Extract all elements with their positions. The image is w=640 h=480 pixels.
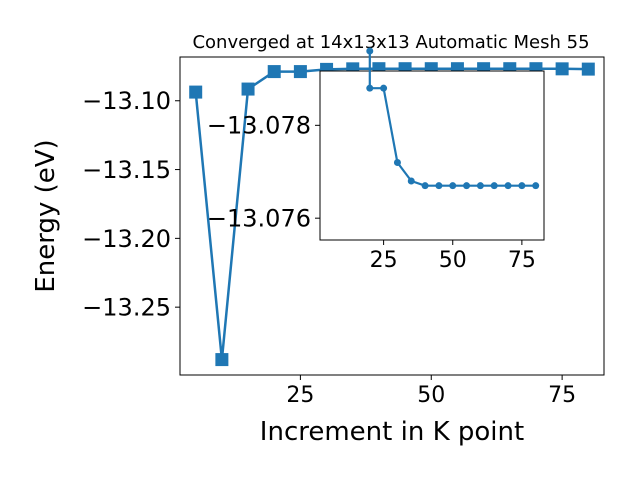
inset-plot-frame (319, 70, 545, 241)
main-data-point (293, 65, 307, 79)
inset-data-point (393, 158, 401, 166)
inset-data-point (504, 182, 512, 190)
inset-data-point (407, 177, 415, 185)
inset-y-tick-label: −13.078 (207, 112, 311, 140)
main-data-point (555, 62, 569, 76)
main-series-line (194, 67, 589, 361)
main-y-tick-label: −13.25 (82, 294, 171, 322)
inset-x-ticks: 25 50 75 (370, 240, 536, 273)
inset-data-point (449, 182, 457, 190)
main-y-tick-label: −13.15 (82, 156, 171, 184)
main-data-point (581, 62, 595, 76)
inset-y-ticks: −13.078 −13.076 (207, 112, 320, 233)
x-axis-label: Increment in K point (260, 417, 524, 447)
inset-x-tick-label: 25 (370, 248, 398, 273)
inset-data-point (518, 182, 526, 190)
y-axis-label: Energy (eV) (31, 139, 61, 292)
inset-data-point (421, 182, 429, 190)
inset-data-point (366, 47, 374, 55)
inset-data-point (532, 182, 540, 190)
main-x-ticks: 25 50 75 (286, 375, 576, 408)
main-data-point (241, 82, 255, 96)
main-y-tick-label: −13.20 (82, 225, 171, 253)
main-plot-frame (179, 56, 605, 376)
inset-series (366, 47, 540, 190)
chart-title: Converged at 14x13x13 Automatic Mesh 55 (192, 32, 589, 53)
main-data-point (215, 353, 229, 367)
inset-data-point (435, 182, 443, 190)
inset-x-tick-label: 50 (439, 248, 467, 273)
inset-data-point (463, 182, 471, 190)
main-x-tick-label: 75 (548, 383, 576, 408)
main-chart: Converged at 14x13x13 Automatic Mesh 55 … (31, 32, 605, 447)
inset-y-tick-label: −13.076 (207, 205, 311, 233)
inset-data-point (366, 84, 374, 92)
inset-data-point (490, 182, 498, 190)
inset-chart: 25 50 75 −13.078 −13.076 (207, 47, 545, 273)
inset-data-point (476, 182, 484, 190)
main-y-ticks: −13.10 −13.15 −13.20 −13.25 (82, 87, 180, 322)
main-data-point (189, 85, 203, 99)
inset-x-tick-label: 75 (508, 248, 536, 273)
main-y-tick-label: −13.10 (82, 87, 171, 115)
inset-data-point (380, 84, 388, 92)
main-data-point (267, 65, 281, 79)
main-x-tick-label: 25 (286, 383, 314, 408)
main-x-tick-label: 50 (417, 383, 445, 408)
